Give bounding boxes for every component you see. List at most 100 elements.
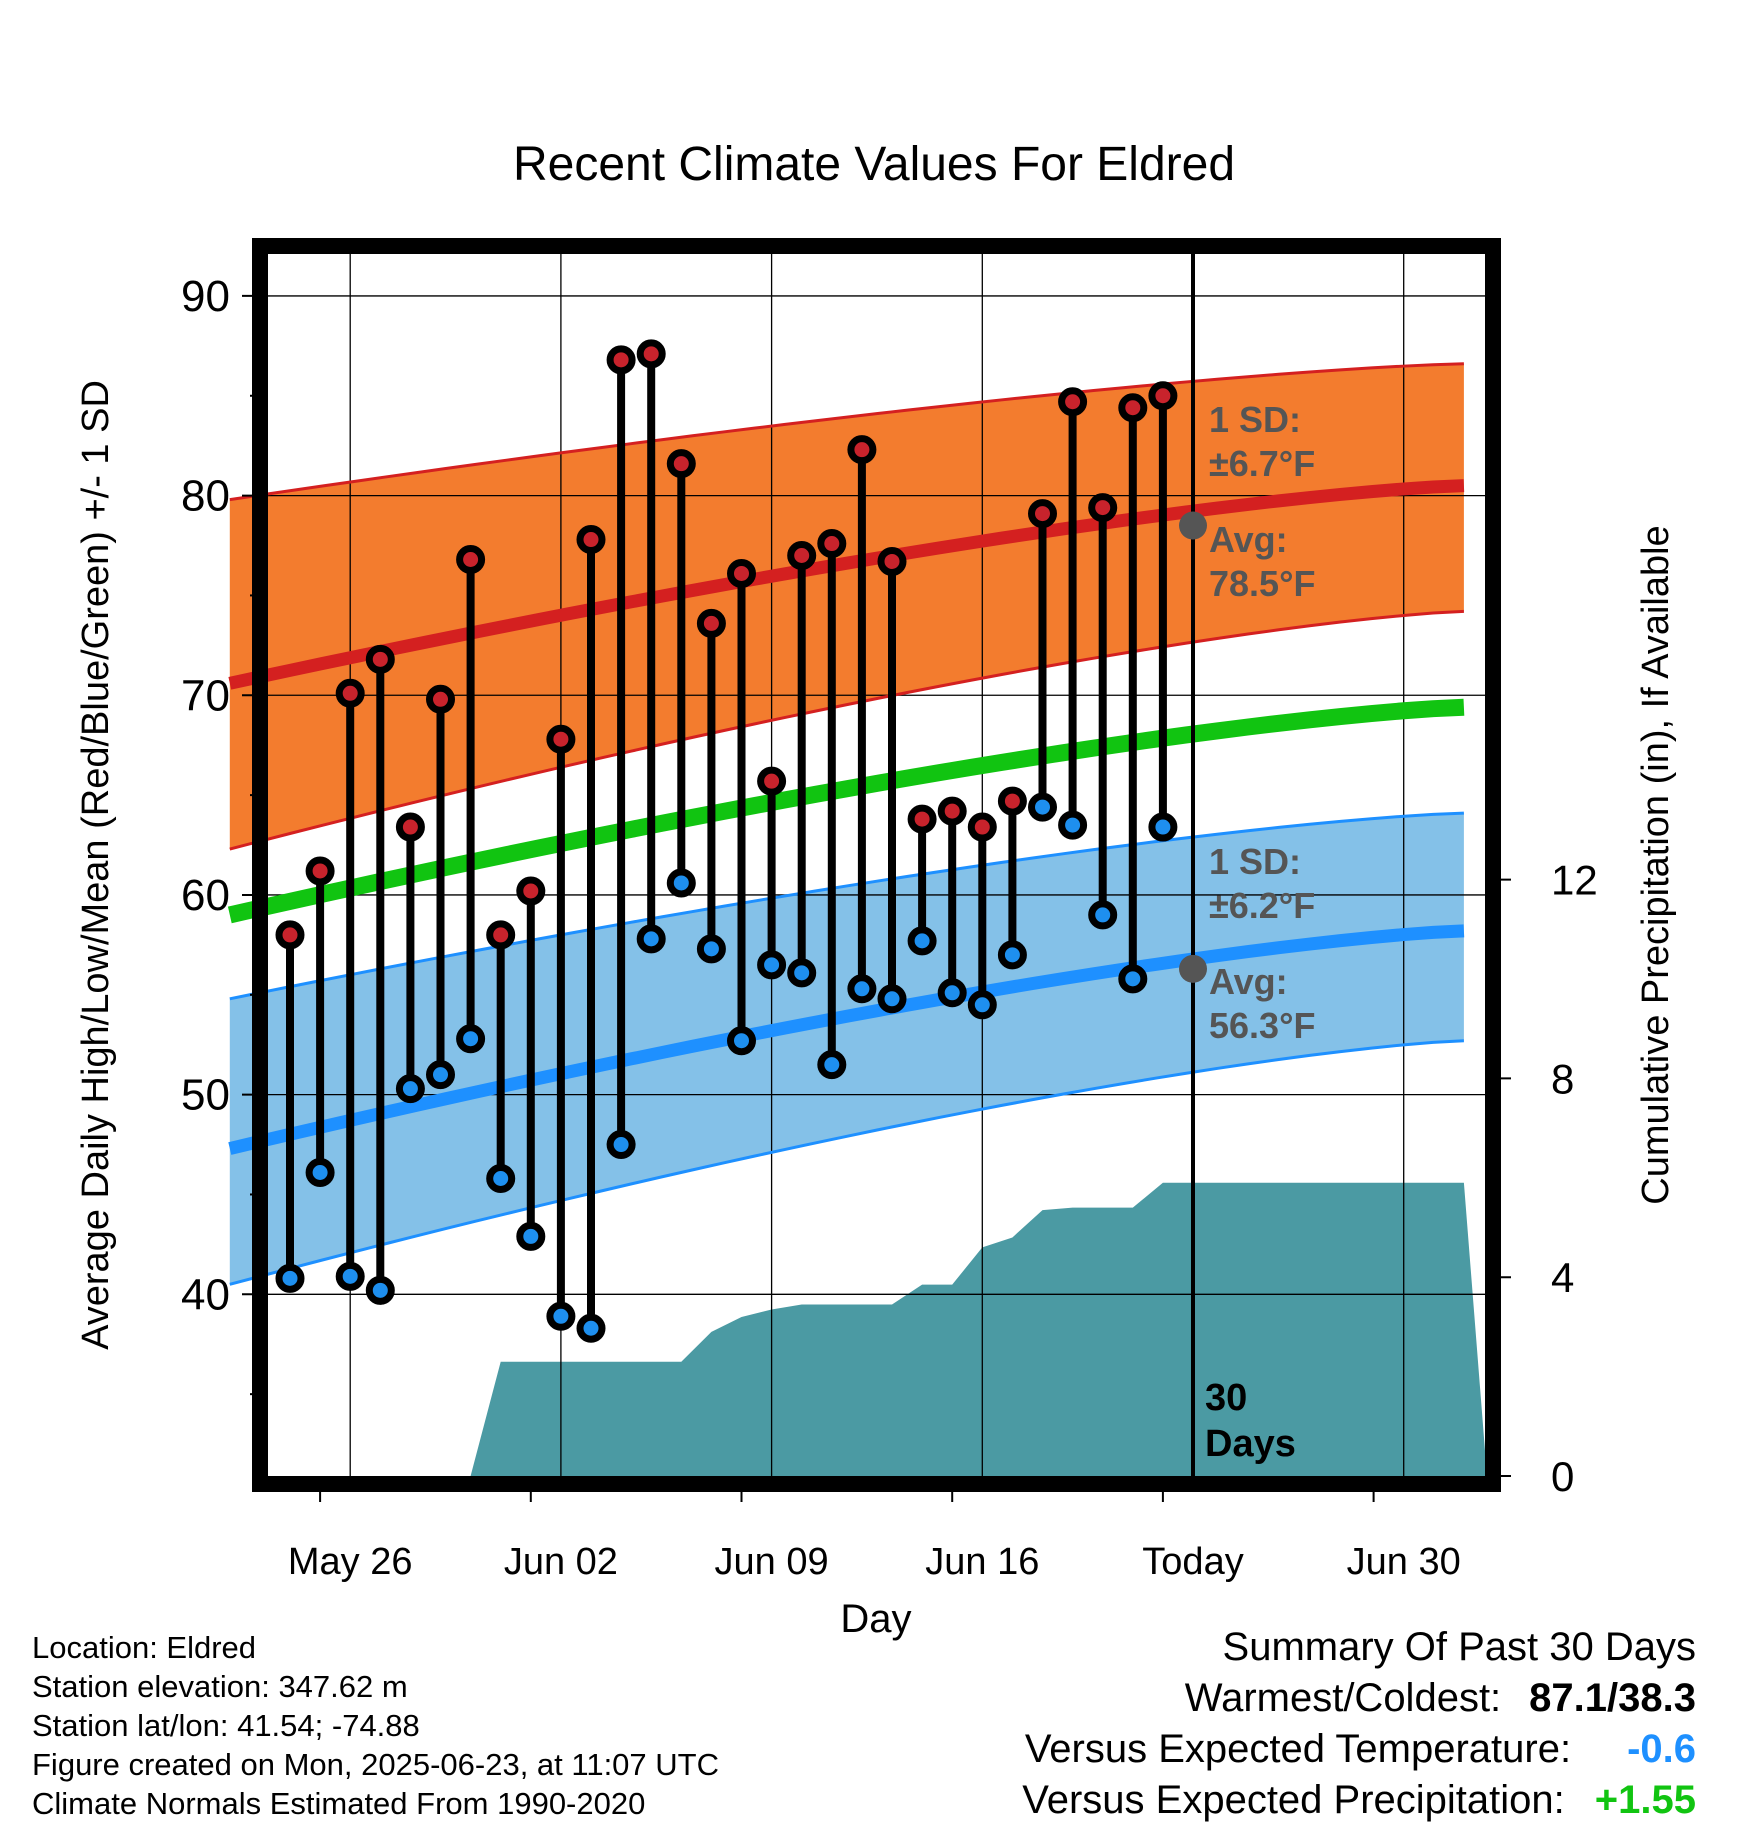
normal-high-line	[228, 479, 1465, 690]
high-annotation-text: 1 SD:	[1209, 399, 1301, 440]
high-point	[576, 525, 606, 555]
temp-diff-value: -0.6	[1627, 1727, 1696, 1771]
warm-cold-value: 87.1/38.3	[1529, 1676, 1696, 1720]
high-point	[937, 796, 967, 826]
low-point	[606, 1130, 636, 1160]
high-point	[516, 876, 546, 906]
x-tick-label: Jun 09	[715, 1541, 829, 1583]
low-point	[847, 974, 877, 1004]
x-tick-label: Jun 30	[1347, 1541, 1461, 1583]
low-point	[1088, 900, 1118, 930]
station-info: Location: Eldred Station elevation: 347.…	[32, 1628, 719, 1823]
high-point	[1058, 387, 1088, 417]
low-point	[305, 1158, 335, 1188]
high-sd-edge	[229, 362, 1464, 502]
chart-title: Recent Climate Values For Eldred	[513, 138, 1235, 191]
high-point	[365, 644, 395, 674]
low-point	[516, 1221, 546, 1251]
high-point	[546, 724, 576, 754]
low-avg-marker	[1179, 954, 1207, 983]
high-point	[275, 920, 305, 950]
x-tick-label: Jun 16	[925, 1541, 1039, 1583]
low-point	[486, 1163, 516, 1193]
location-text: Location: Eldred	[32, 1630, 257, 1665]
low-point	[997, 940, 1027, 970]
y-tick-label-left: 80	[181, 472, 230, 521]
low-annotation-text: Avg:	[1209, 961, 1288, 1002]
summary-panel: Summary Of Past 30 Days Warmest/Coldest:…	[1022, 1622, 1696, 1826]
low-annotation-text: ±6.2°F	[1209, 885, 1315, 926]
high-sd-edge	[229, 609, 1464, 851]
x-axis-label: Day	[840, 1597, 911, 1641]
high-point	[967, 812, 997, 842]
low-point	[275, 1263, 305, 1293]
low-point	[967, 990, 997, 1020]
elevation-text: Station elevation: 347.62 m	[32, 1669, 408, 1704]
high-annotation-text: 78.5°F	[1209, 563, 1315, 604]
y-tick-label-right: 12	[1551, 857, 1598, 904]
low-point	[1148, 812, 1178, 842]
low-point	[395, 1074, 425, 1104]
summary-temp: Versus Expected Temperature: -0.6	[1022, 1724, 1696, 1775]
high-annotation-text: ±6.7°F	[1209, 443, 1315, 484]
y-tick-label-right: 4	[1551, 1254, 1574, 1301]
high-point	[817, 529, 847, 559]
latlon-text: Station lat/lon: 41.54; -74.88	[32, 1708, 420, 1743]
summary-precip: Versus Expected Precipitation: +1.55	[1022, 1775, 1696, 1826]
high-point	[456, 544, 486, 574]
high-point	[426, 684, 455, 714]
low-point	[666, 868, 696, 898]
low-sd-band	[229, 813, 1464, 1285]
low-point	[1118, 964, 1148, 994]
precipitation-fill	[470, 1182, 1488, 1476]
summary-warm-cold: Warmest/Coldest: 87.1/38.3	[1022, 1673, 1696, 1724]
low-point	[1028, 792, 1057, 822]
high-avg-marker	[1179, 511, 1207, 540]
low-point	[1058, 810, 1088, 840]
low-sd-edge	[229, 811, 1464, 1001]
low-point	[757, 950, 787, 980]
high-point	[696, 608, 726, 638]
high-point	[727, 558, 756, 588]
high-point	[486, 920, 516, 950]
high-point	[757, 766, 787, 796]
y-tick-label-left: 90	[181, 272, 230, 321]
high-point	[877, 546, 907, 576]
high-sd-band	[229, 363, 1464, 849]
high-point	[335, 678, 365, 708]
y-tick-label-right: 8	[1551, 1055, 1574, 1102]
low-point	[817, 1050, 847, 1080]
high-point	[305, 856, 335, 886]
low-point	[335, 1261, 365, 1291]
warm-cold-label: Warmest/Coldest:	[1184, 1676, 1502, 1720]
low-point	[877, 984, 907, 1014]
y-axis-label-right: Cumulative Precipitation (in), If Availa…	[1635, 525, 1677, 1204]
high-point	[997, 786, 1027, 816]
high-annotation-text: Avg:	[1209, 519, 1288, 560]
high-point	[395, 812, 425, 842]
precip-diff-label: Versus Expected Precipitation:	[1022, 1778, 1565, 1822]
high-point	[666, 449, 696, 479]
plot-frame	[252, 238, 1501, 1492]
low-point	[636, 924, 666, 954]
precipitation-area	[470, 1182, 1488, 1476]
temp-diff-label: Versus Expected Temperature:	[1024, 1727, 1572, 1771]
period-label: 30	[1205, 1377, 1247, 1419]
high-point	[1118, 393, 1148, 423]
axes: 40 50 60 70 80 90 0 4 8 12 May 26 Jun 02 Jun 09 Jun 1…	[181, 272, 1598, 1583]
low-annotation-text: 1 SD:	[1209, 841, 1301, 882]
high-point	[1028, 499, 1057, 529]
high-point	[1148, 381, 1178, 411]
created-text: Figure created on Mon, 2025-06-23, at 11…	[32, 1747, 719, 1782]
y-tick-label-left: 60	[181, 871, 230, 920]
y-axis-label-left: Average Daily High/Low/Mean (Red/Blue/Gr…	[75, 380, 117, 1350]
daily-range-stems	[286, 353, 1167, 1329]
high-point	[787, 541, 817, 570]
low-point	[365, 1275, 395, 1305]
normal-mean-line	[227, 698, 1465, 924]
y-tick-label-right: 0	[1551, 1453, 1574, 1500]
x-tick-label: Jun 02	[504, 1541, 618, 1583]
low-point	[546, 1301, 576, 1331]
